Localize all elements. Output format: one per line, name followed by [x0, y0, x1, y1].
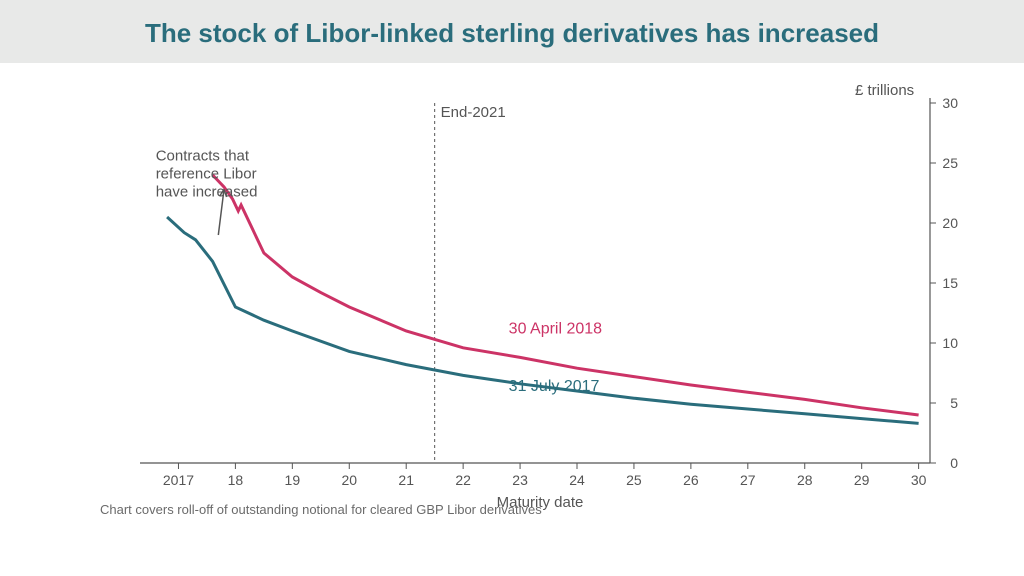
x-tick-label: 2017	[163, 472, 194, 488]
x-tick-label: 25	[626, 472, 642, 488]
annotation-text: reference Libor	[156, 166, 257, 183]
y-tick-label: 5	[950, 395, 958, 411]
chart-footnote: Chart covers roll-off of outstanding not…	[100, 502, 542, 517]
x-tick-label: 24	[569, 472, 585, 488]
series-label: 30 April 2018	[509, 320, 603, 337]
chart-container: 201718192021222324252627282930Maturity d…	[0, 63, 1024, 523]
y-tick-label: 25	[942, 155, 958, 171]
y-tick-label: 0	[950, 455, 958, 471]
x-tick-label: 29	[854, 472, 870, 488]
x-tick-label: 28	[797, 472, 813, 488]
x-tick-label: 21	[398, 472, 414, 488]
x-tick-label: 20	[341, 472, 357, 488]
annotation-text: have increased	[156, 184, 258, 201]
chart-svg: 201718192021222324252627282930Maturity d…	[0, 63, 1024, 523]
end-2021-label: End-2021	[441, 104, 506, 121]
y-tick-label: 15	[942, 275, 958, 291]
title-bar: The stock of Libor-linked sterling deriv…	[0, 0, 1024, 63]
chart-title: The stock of Libor-linked sterling deriv…	[0, 18, 1024, 49]
annotation-text: Contracts that	[156, 148, 250, 165]
y-tick-label: 20	[942, 215, 958, 231]
x-tick-label: 18	[228, 472, 244, 488]
x-tick-label: 27	[740, 472, 756, 488]
x-tick-label: 30	[911, 472, 927, 488]
series-label: 31 July 2017	[509, 378, 600, 395]
x-tick-label: 19	[285, 472, 301, 488]
y-tick-label: 10	[942, 335, 958, 351]
y-axis-unit: £ trillions	[855, 82, 914, 99]
x-tick-label: 23	[512, 472, 528, 488]
x-tick-label: 22	[455, 472, 471, 488]
x-tick-label: 26	[683, 472, 699, 488]
y-tick-label: 30	[942, 95, 958, 111]
